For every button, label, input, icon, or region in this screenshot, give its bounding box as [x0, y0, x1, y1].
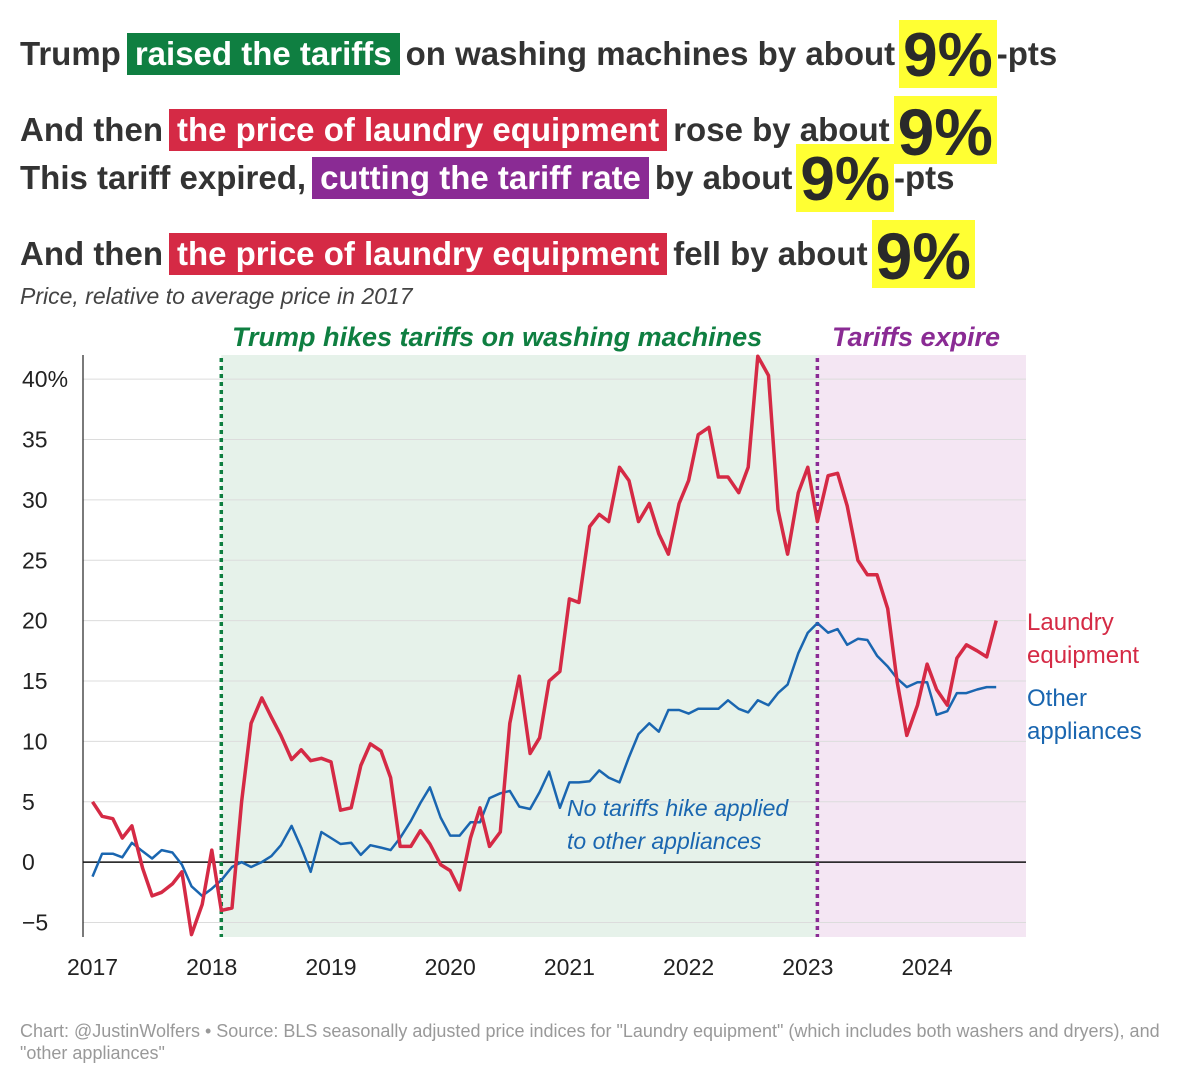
- source-footer: Chart: @JustinWolfers • Source: BLS seas…: [20, 1021, 1160, 1063]
- series-label-laundry: Laundry: [1027, 609, 1114, 636]
- highlight-price-laundry: the price of laundry equipment: [168, 233, 668, 275]
- big-number: 9%: [893, 96, 997, 165]
- y-tick-label: 40%: [22, 366, 68, 392]
- y-tick-label: 0: [22, 849, 35, 875]
- series-label-other: appliances: [1027, 718, 1142, 745]
- note-annotation-line-1: No tariffs hike applied: [567, 795, 789, 821]
- expire-period-shading: [817, 355, 1026, 937]
- series-label-laundry: equipment: [1027, 642, 1139, 669]
- y-tick-labels: −5 0 5 10 15 20 25 30 35 40%: [22, 366, 68, 935]
- grid-lines: [83, 378, 1026, 924]
- y-tick-label: 15: [22, 668, 48, 694]
- note-annotation-line-2: to other appliances: [567, 828, 762, 854]
- x-tick-label: 2022: [663, 954, 714, 980]
- tariff-hike-annotation: Trump hikes tariffs on washing machines: [232, 322, 762, 352]
- y-tick-label: 30: [22, 487, 48, 513]
- y-tick-label: 5: [22, 789, 35, 815]
- headline-line-1: Trump raised the tariffs on washing mach…: [20, 20, 1057, 88]
- x-tick-label: 2018: [186, 954, 237, 980]
- series-label-other: Other: [1027, 685, 1087, 712]
- highlight-price-laundry: the price of laundry equipment: [168, 109, 668, 151]
- headline-text: This tariff expired,: [20, 159, 307, 196]
- big-number: 9%: [871, 220, 975, 289]
- headline-line-4: And then the price of laundry equipment …: [20, 220, 975, 289]
- big-number: 9%: [899, 20, 997, 88]
- x-tick-label: 2023: [782, 954, 833, 980]
- x-tick-label: 2021: [544, 954, 595, 980]
- tariff-period-shading: [221, 355, 818, 937]
- headline-text: on washing machines by about: [405, 35, 896, 72]
- y-tick-label: 10: [22, 728, 48, 754]
- series-line-laundry-equipment: [91, 354, 998, 937]
- y-tick-label: 35: [22, 427, 48, 453]
- headline-text: Trump: [20, 35, 121, 72]
- chart-subtitle: Price, relative to average price in 2017: [20, 283, 413, 309]
- x-tick-label: 2024: [901, 954, 952, 980]
- x-tick-labels: 2017 2018 2019 2020 2021 2022 2023 2024: [67, 954, 953, 980]
- headline-suffix: -pts: [894, 159, 955, 196]
- x-tick-label: 2019: [305, 954, 356, 980]
- highlight-raised-tariffs: raised the tariffs: [126, 33, 400, 75]
- big-number: 9%: [796, 144, 895, 212]
- headline-text: by about: [654, 159, 793, 196]
- headline-text: fell by about: [673, 235, 868, 272]
- series-line-other-appliances: [91, 621, 997, 898]
- y-tick-label: −5: [22, 910, 48, 936]
- highlight-cutting-tariff: cutting the tariff rate: [312, 157, 649, 199]
- y-tick-label: 20: [22, 608, 48, 634]
- x-tick-label: 2020: [425, 954, 476, 980]
- headline-suffix: -pts: [996, 35, 1058, 72]
- headline-text: And then: [20, 235, 163, 272]
- headline-text: And then: [20, 111, 163, 148]
- x-tick-label: 2017: [67, 954, 118, 980]
- headline-line-3: This tariff expired, cutting the tariff …: [20, 144, 955, 212]
- headline-line-2: And then the price of laundry equipment …: [20, 96, 997, 165]
- headline-text: rose by about: [673, 111, 890, 148]
- tariff-expire-annotation: Tariffs expire: [832, 322, 1000, 352]
- y-tick-label: 25: [22, 547, 48, 573]
